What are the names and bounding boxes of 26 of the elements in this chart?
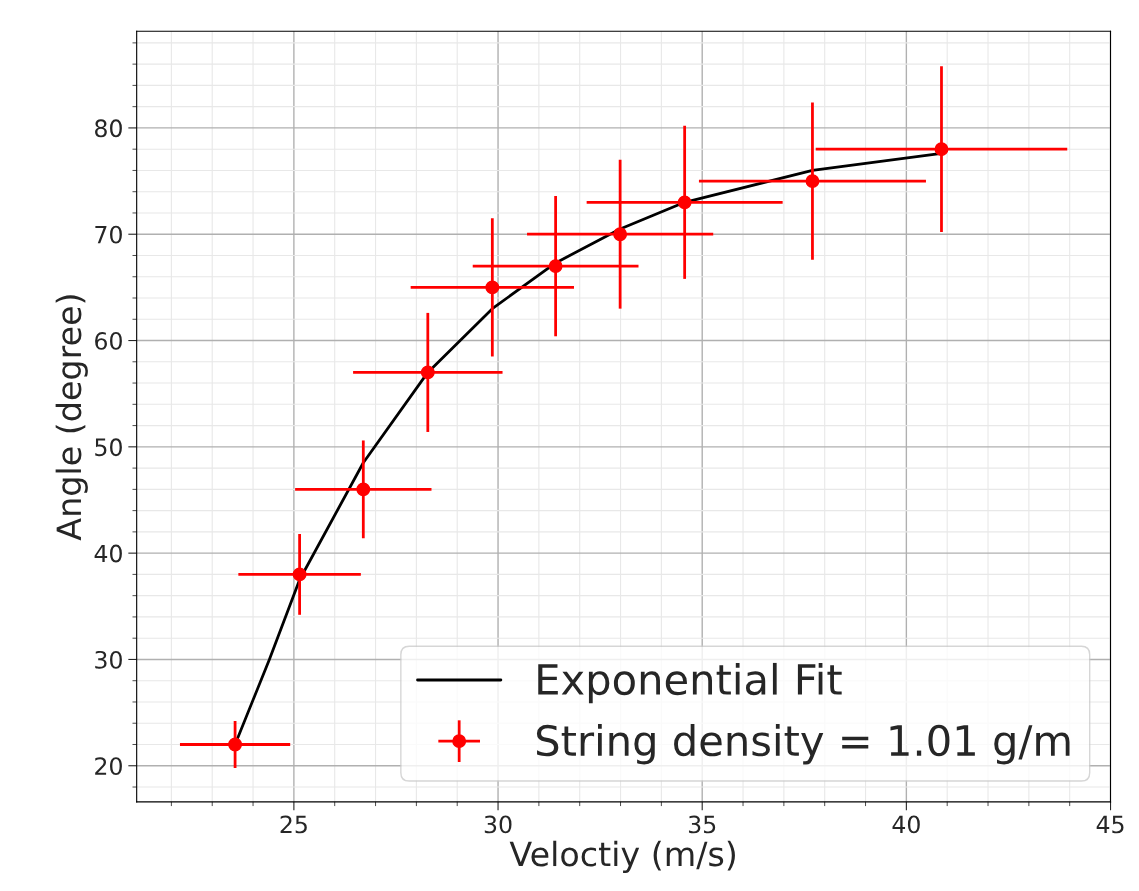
y-axis-title: Angle (degree) [55, 295, 88, 541]
point [292, 567, 307, 582]
y-tick-label: 70 [95, 225, 122, 244]
legend-label: String density = 1.01 g/m [536, 724, 1070, 765]
point [934, 142, 949, 157]
y-tick-label: 60 [95, 331, 122, 350]
point [677, 195, 692, 210]
x-tick-label: 40 [892, 815, 920, 834]
legend-label: Exponential Fit [538, 662, 842, 704]
point [420, 365, 435, 380]
x-tick-label: 35 [688, 815, 716, 834]
point [485, 280, 500, 295]
point [805, 174, 820, 189]
point [613, 227, 628, 242]
y-tick-label: 40 [94, 544, 122, 563]
point [356, 482, 371, 497]
y-tick-label: 50 [95, 438, 122, 457]
y-tick-label: 20 [95, 757, 122, 776]
y-tick-label: 80 [95, 119, 122, 138]
point [548, 259, 563, 274]
x-tick-label: 25 [280, 815, 307, 834]
x-axis-title: Veloctiy (m/s) [509, 840, 735, 873]
y-tick-label: 30 [95, 650, 122, 669]
point [228, 737, 243, 752]
x-tick-label: 30 [484, 815, 512, 834]
x-tick-label: 45 [1096, 815, 1124, 834]
